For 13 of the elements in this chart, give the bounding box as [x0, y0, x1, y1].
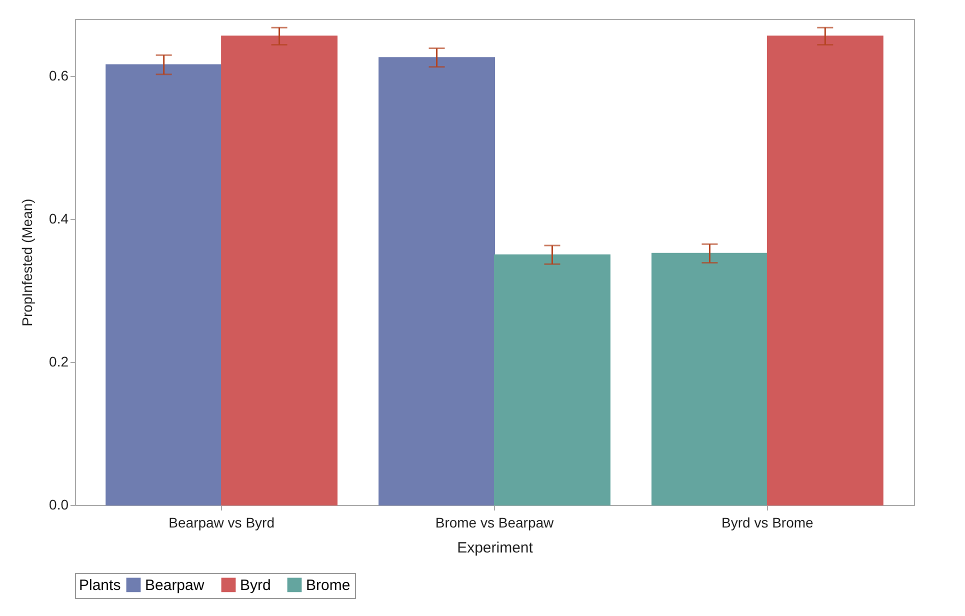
y-tick-label: 0.4: [49, 210, 69, 227]
y-tick-label: 0.6: [49, 68, 69, 84]
y-tick-label: 0.0: [49, 496, 69, 512]
x-tick-label: Brome vs Bearpaw: [435, 514, 555, 530]
legend-title: Plants: [79, 577, 121, 594]
x-tick-label: Byrd vs Brome: [722, 514, 814, 530]
y-tick-label: 0.2: [49, 354, 69, 370]
x-tick-label: Bearpaw vs Byrd: [168, 514, 274, 530]
legend-label: Bearpaw: [145, 576, 204, 594]
y-axis-title: PropInfested (Mean): [19, 198, 36, 326]
x-axis-title: Experiment: [457, 540, 534, 556]
legend-label: Byrd: [240, 576, 271, 594]
legend-label: Brome: [306, 576, 350, 594]
